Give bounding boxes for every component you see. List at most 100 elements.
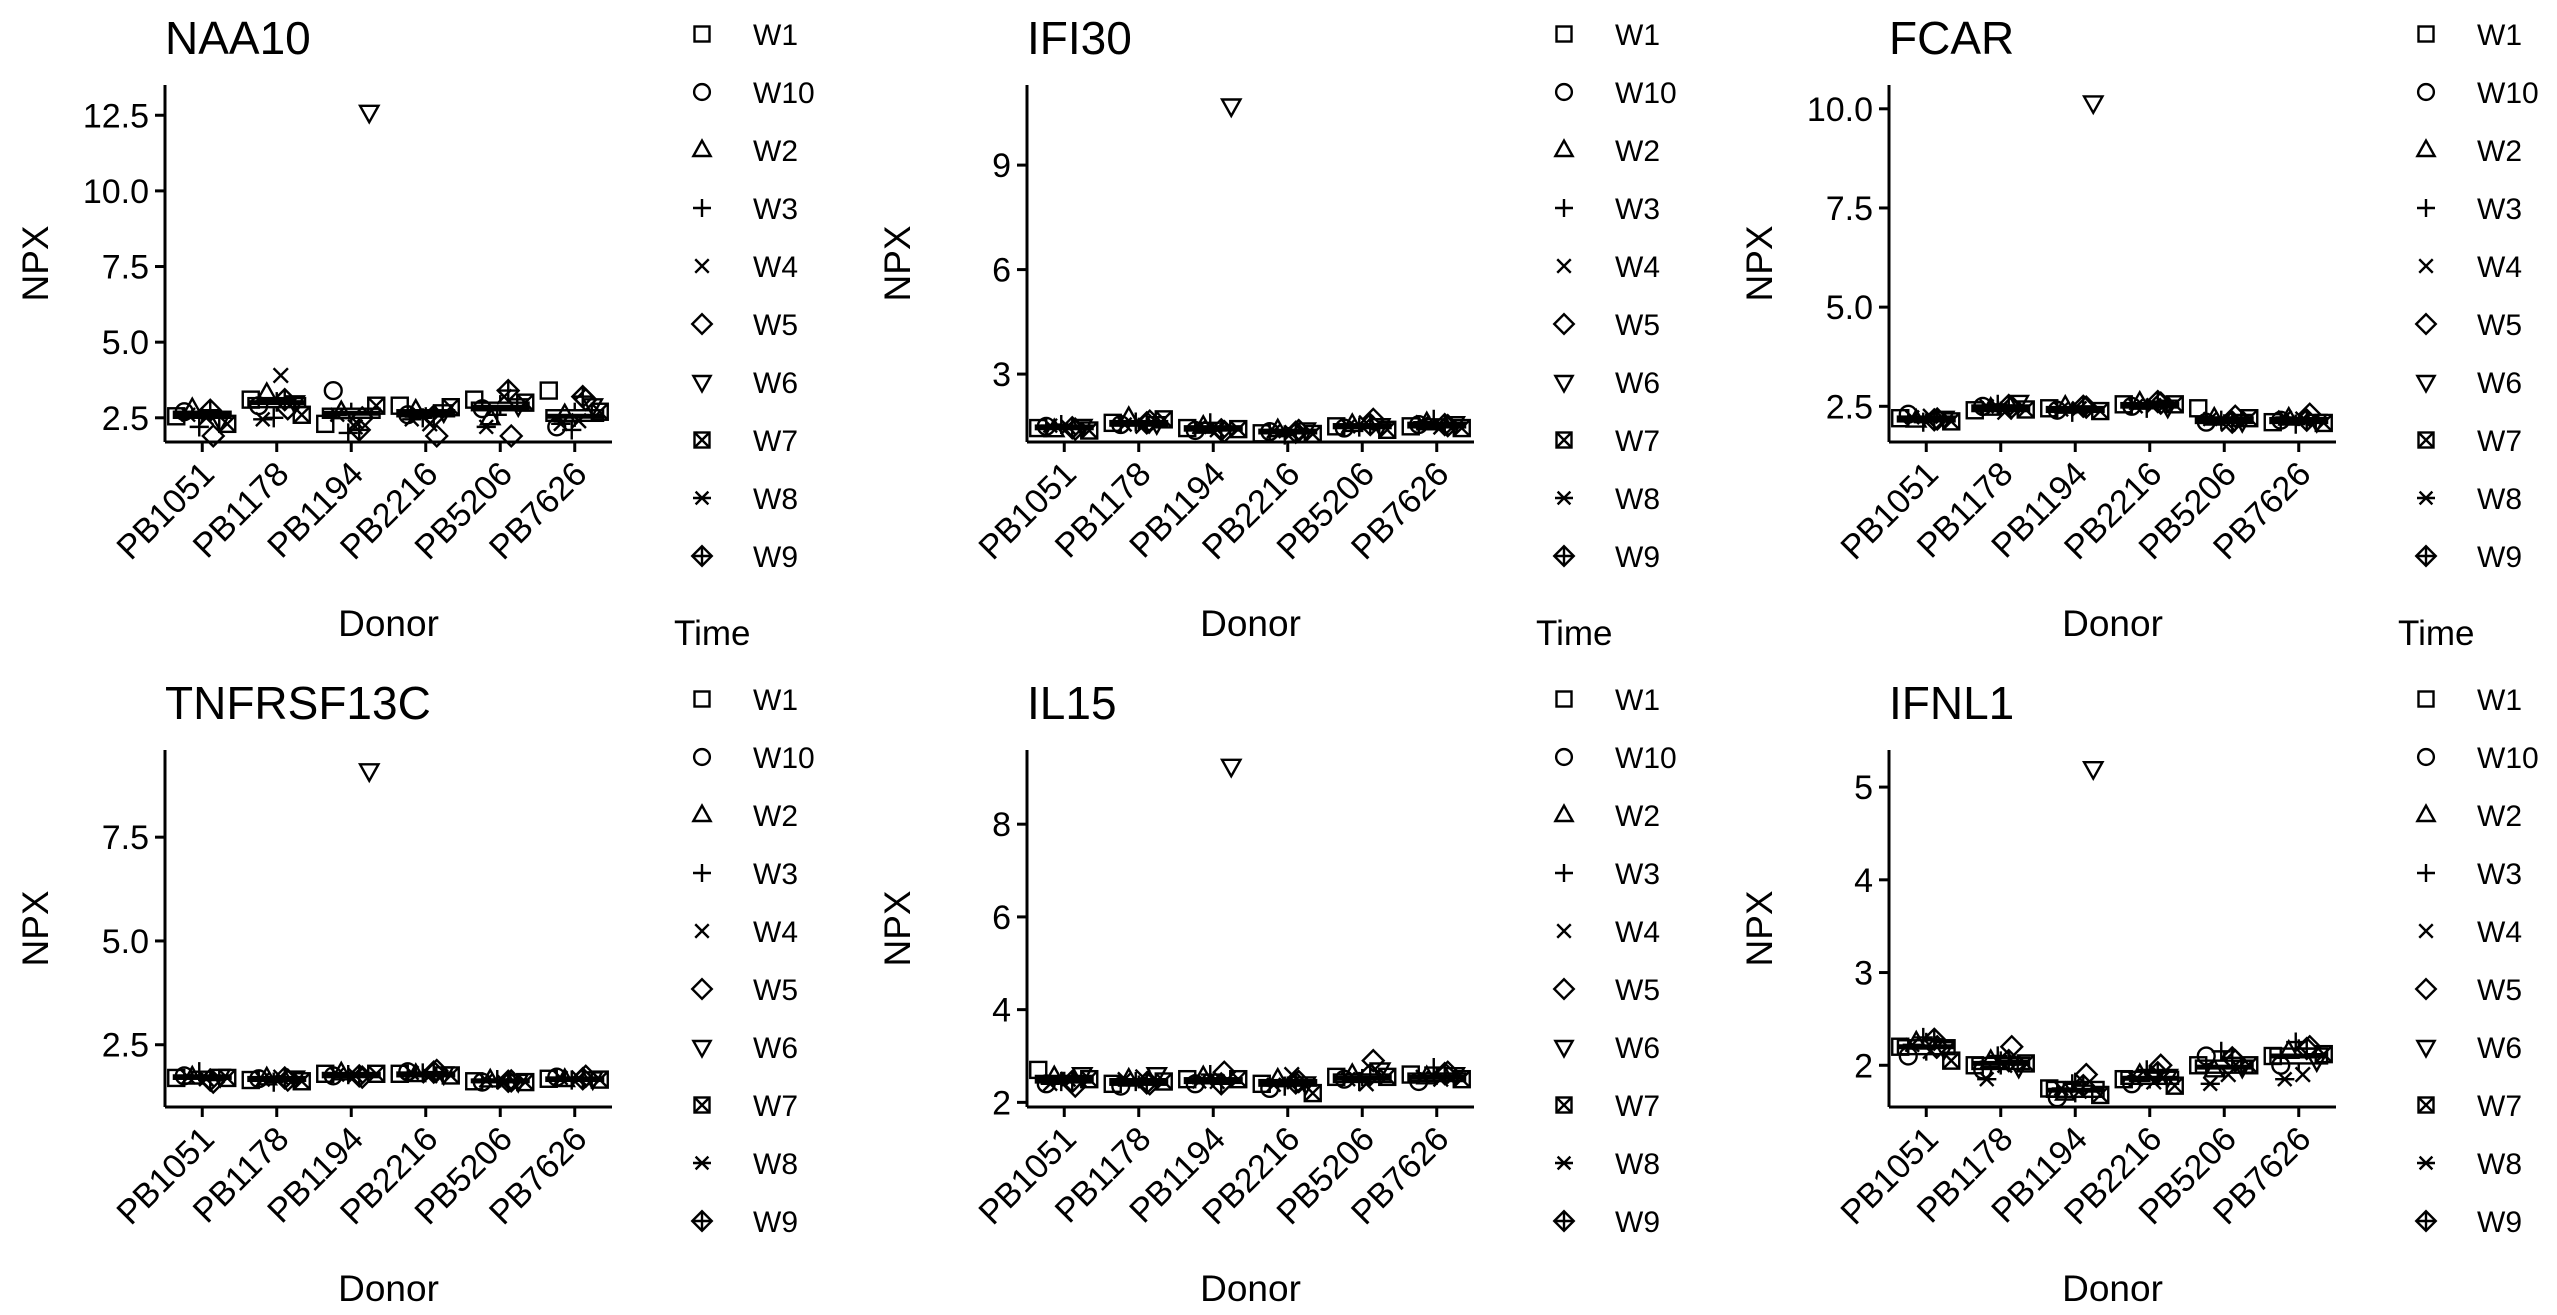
- point-w8: [1189, 1073, 1209, 1090]
- legend-key-w6: [2415, 1039, 2437, 1059]
- legend-key-w2: [1553, 138, 1575, 158]
- point-w8: [2126, 398, 2146, 414]
- legend-key-w4: [2418, 258, 2434, 274]
- y-tick-label: 3: [992, 356, 1011, 394]
- legend-key-w8: [693, 1155, 711, 1171]
- legend-key-w5: [2414, 977, 2438, 1001]
- y-axis-label: NPX: [15, 225, 56, 301]
- legend-title: Time: [1536, 614, 1612, 653]
- legend-key-w9: [1552, 544, 1576, 568]
- point-w8: [1902, 1037, 1922, 1053]
- y-tick-label: 12.5: [83, 97, 149, 135]
- y-axis-label: NPX: [1739, 890, 1780, 966]
- y-tick-label: 10.0: [1807, 91, 1873, 129]
- point-w8: [1338, 418, 1358, 434]
- legend-key-w1: [2417, 690, 2435, 708]
- point-w8: [2275, 1071, 2295, 1087]
- y-tick-label: 2: [992, 1084, 1011, 1122]
- point-w8: [1115, 1071, 1135, 1087]
- point-w7: [441, 398, 460, 417]
- point-w7: [2091, 1085, 2110, 1105]
- legend-label: W1: [2477, 19, 2522, 52]
- point-w7: [2240, 1056, 2259, 1075]
- point-w5: [424, 423, 449, 449]
- legend-label: W5: [753, 309, 798, 342]
- legend-label: W7: [1615, 1090, 1660, 1123]
- x-axis-label: Donor: [338, 603, 439, 644]
- point-w8: [476, 1072, 496, 1089]
- legend-key-w6: [691, 1039, 713, 1059]
- legend-label: W3: [753, 858, 798, 891]
- point-w8: [2051, 1080, 2071, 1097]
- legend-label: W10: [753, 742, 815, 775]
- point-w9: [1922, 407, 1947, 432]
- legend-label: W8: [753, 1148, 798, 1181]
- legend: W1 W10 W2 W3 W4 W5 W6 W7 W8 W9: [1552, 684, 1677, 1239]
- legend-label: W8: [2477, 1148, 2522, 1181]
- legend-label: W5: [753, 974, 798, 1007]
- legend-key-w4: [694, 258, 710, 274]
- x-axis-label: Donor: [2062, 603, 2163, 644]
- point-w8: [2126, 1071, 2146, 1087]
- point-w7: [590, 402, 609, 421]
- x-axis-label: Donor: [2062, 1268, 2163, 1309]
- point-w8: [2200, 411, 2220, 427]
- point-w6: [358, 104, 381, 125]
- legend-label: W4: [2477, 251, 2522, 284]
- legend-key-w3: [2417, 864, 2435, 882]
- legend-label: W2: [2477, 800, 2522, 833]
- point-w7: [1303, 1083, 1322, 1103]
- point-w8: [1977, 398, 1997, 414]
- point-w6: [1933, 1040, 1956, 1062]
- point-w9: [496, 1069, 521, 1094]
- point-w10: [472, 1072, 492, 1092]
- y-axis-label: NPX: [1739, 225, 1780, 301]
- legend-label: W3: [753, 193, 798, 226]
- point-w2: [2054, 1080, 2077, 1101]
- y-tick-label: 7.5: [1826, 190, 1873, 228]
- point-w8: [1264, 423, 1284, 439]
- point-w6: [358, 763, 381, 784]
- y-axis-label: NPX: [877, 225, 918, 301]
- legend-label: W8: [753, 483, 798, 516]
- legend: W1 W10 W2 W3 W4 W5 W6 W7 W8 W9: [690, 684, 815, 1239]
- point-w9: [2071, 394, 2096, 419]
- point-w9: [2220, 410, 2245, 435]
- legend-label: W6: [2477, 1032, 2522, 1065]
- legend-key-w1: [1555, 25, 1573, 43]
- point-w3: [487, 405, 507, 425]
- legend-label: W6: [753, 1032, 798, 1065]
- legend-label: W6: [2477, 367, 2522, 400]
- legend-label: W5: [1615, 309, 1660, 342]
- legend-key-w6: [2415, 374, 2437, 394]
- point-w7: [516, 393, 535, 412]
- legend-label: W3: [1615, 858, 1660, 891]
- point-w9: [1283, 420, 1308, 445]
- legend-key-w3: [1555, 864, 1573, 882]
- legend-label: W4: [2477, 916, 2522, 949]
- legend-key-w8: [1555, 1155, 1573, 1171]
- point-w2: [1979, 1048, 2002, 1069]
- y-tick-label: 5.0: [1826, 289, 1873, 327]
- y-tick-label: 6: [992, 252, 1011, 290]
- point-w9: [272, 1065, 297, 1091]
- point-w7: [367, 396, 386, 415]
- legend-key-w3: [693, 199, 711, 217]
- legend-key-w10: [2416, 747, 2436, 767]
- point-w9: [1996, 1048, 2021, 1073]
- point-w7: [2091, 401, 2110, 421]
- point-w8: [2200, 1076, 2220, 1092]
- legend-key-w10: [1554, 747, 1574, 767]
- legend: W1 W10 W2 W3 W4 W5 W6 W7 W8 W9 Time: [674, 19, 815, 653]
- point-w7: [2016, 400, 2035, 419]
- point-w8: [1902, 409, 1922, 426]
- point-w1: [2189, 399, 2208, 418]
- legend-key-w2: [2415, 138, 2437, 158]
- legend-key-w9: [2414, 1209, 2438, 1233]
- x-axis-label: Donor: [1200, 603, 1301, 644]
- legend-key-w7: [2417, 1096, 2435, 1114]
- legend-key-w5: [1552, 977, 1576, 1001]
- point-w10: [323, 380, 343, 401]
- point-w9: [1134, 1070, 1159, 1095]
- point-w3: [1913, 1027, 1933, 1048]
